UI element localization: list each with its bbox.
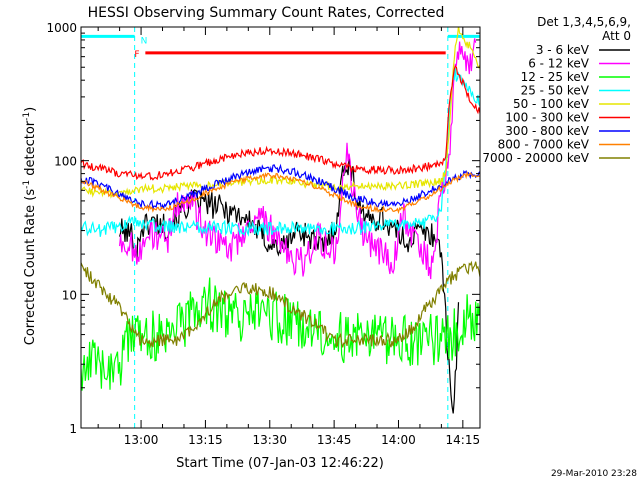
series-line-8 [81,260,480,349]
series-line-0 [119,155,460,414]
legend-label-8: 7000 - 20000 keV [482,151,589,165]
series-line-2 [81,277,480,391]
y-axis-label-end: ) [23,107,38,112]
night-flag-label: N [141,36,148,46]
series-line-1 [119,38,477,280]
chart-title: HESSI Observing Summary Count Rates, Cor… [88,5,445,21]
flare-flag-label: F [134,50,139,60]
legend-label-4: 50 - 100 keV [513,97,590,111]
x-tick-label-5: 14:15 [446,433,481,447]
series-line-3 [81,68,480,237]
y-axis-label-main: Corrected Count Rate (s [23,189,38,346]
legend-header-detectors: Det 1,3,4,5,6,9, [537,15,631,29]
plot-frame [80,26,481,429]
series-line-4 [81,27,480,199]
legend-label-6: 300 - 800 keV [505,124,589,138]
legend-header-attenuator: Att 0 [602,29,631,43]
legend-label-3: 25 - 50 keV [521,84,590,98]
legend-label-0: 3 - 6 keV [536,43,590,57]
y-axis-label-mid: detector [23,120,38,180]
plot-area: NF [81,27,480,428]
x-tick-label-4: 14:00 [381,433,416,447]
x-axis-label: Start Time (07-Jan-03 12:46:22) [176,456,384,471]
y-axis-label: Corrected Count Rate (s-1 detector-1) [22,107,38,345]
timestamp: 29-Mar-2010 23:28 [551,469,637,479]
legend-label-5: 100 - 300 keV [505,111,589,125]
x-tick-label-0: 13:00 [124,433,159,447]
y-axis-label-sup1: -1 [22,180,32,189]
legend-label-7: 800 - 7000 keV [498,138,590,152]
axes: 13:00 13:15 13:30 13:45 14:00 14:15 1 10 100 1000 [46,21,481,447]
y-tick-label-1: 10 [62,288,77,302]
legend-label-2: 12 - 25 keV [521,70,590,84]
y-tick-label-3: 1000 [46,21,77,35]
y-axis-label-sup2: -1 [22,112,32,121]
x-tick-label-2: 13:30 [252,433,287,447]
series-line-5 [81,64,480,181]
x-tick-label-1: 13:15 [188,433,223,447]
y-tick-label-2: 100 [54,155,77,169]
series-line-7 [81,170,480,215]
x-tick-label-3: 13:45 [317,433,352,447]
legend-label-1: 6 - 12 keV [528,57,590,71]
y-tick-label-0: 1 [69,422,77,436]
